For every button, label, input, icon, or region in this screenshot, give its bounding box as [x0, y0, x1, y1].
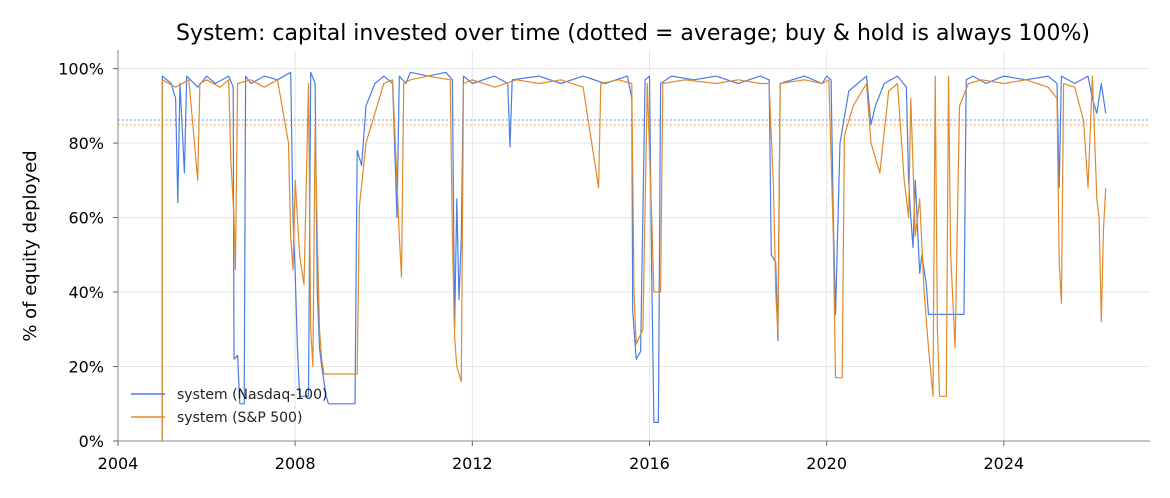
y-tick-label: 80%: [68, 134, 104, 153]
chart-title: System: capital invested over time (dott…: [176, 21, 1090, 46]
series-lines: [161, 71, 1107, 441]
x-tick-label: 2012: [452, 454, 493, 473]
series-line-1: [161, 75, 1107, 441]
tick-labels: 0% 20% 40% 60% 80% 100% 2004 2008 2012 2016 2020 20…: [58, 60, 1024, 473]
axes: [117, 50, 1150, 442]
y-axis-label: % of equity deployed: [20, 150, 41, 341]
legend: system (Nasdaq-100) system (S&P 500): [131, 387, 327, 426]
legend-label-nasdaq: system (Nasdaq-100): [177, 387, 327, 403]
y-tick-label: 100%: [58, 60, 104, 79]
x-tick-label: 2020: [806, 454, 847, 473]
y-tick-label: 40%: [68, 283, 104, 302]
y-tick-label: 60%: [68, 209, 104, 228]
x-tick-label: 2004: [98, 454, 139, 473]
legend-label-sp500: system (S&P 500): [177, 410, 302, 426]
y-tick-label: 0%: [79, 432, 104, 451]
x-tick-label: 2024: [983, 454, 1024, 473]
average-lines: [118, 119, 1150, 126]
x-tick-label: 2016: [629, 454, 670, 473]
y-tick-label: 20%: [68, 358, 104, 377]
x-tick-label: 2008: [275, 454, 316, 473]
series-line-0: [161, 71, 1107, 441]
